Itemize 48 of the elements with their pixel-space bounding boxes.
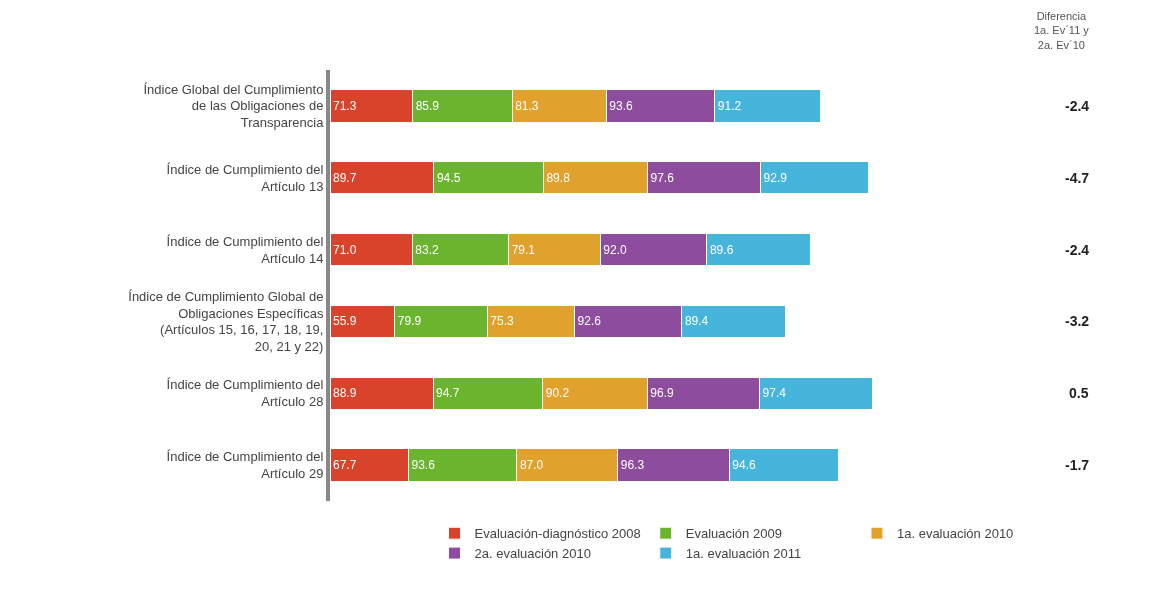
- data-label: 79.1: [511, 242, 536, 257]
- legend-label: Evaluación 2009: [685, 526, 782, 542]
- data-label: 94.7: [436, 386, 460, 401]
- y-tick-label: Índice de Cumplimiento Global de Obligaciones Específicas (Artículos 15, 16, 17, 18, 19, 20, 21 y 22): [128, 288, 324, 355]
- data-label: 89.4: [684, 314, 709, 329]
- data-label: 71.0: [333, 242, 357, 257]
- data-label: 71.3: [333, 98, 357, 113]
- text: 0.5: [1069, 385, 1089, 401]
- data-label: 83.2: [415, 242, 439, 257]
- legend-label: 1a. evaluación 2010: [896, 526, 1014, 542]
- y-tick-label: Índice de Cumplimiento del Artículo 13: [166, 161, 324, 194]
- y-tick-label: Índice de Cumplimiento del Artículo 29: [166, 449, 324, 482]
- data-label: 75.3: [490, 314, 515, 329]
- data-label: 92.0: [603, 242, 628, 257]
- data-label: 94.5: [436, 170, 461, 185]
- data-label: 89.7: [333, 170, 357, 185]
- data-label: 96.9: [650, 386, 674, 401]
- data-label: 91.2: [717, 98, 742, 113]
- data-label: 96.3: [620, 458, 645, 473]
- data-label: 93.6: [411, 458, 436, 473]
- y-tick-label: Índice de Cumplimiento del Artículo 14: [166, 233, 324, 266]
- legend-label: Evaluación-diagnóstico 2008: [474, 526, 641, 542]
- data-label: 55.9: [333, 314, 357, 329]
- data-label: 89.8: [546, 170, 571, 185]
- data-label: 89.6: [709, 242, 734, 257]
- legend-label: 2a. evaluación 2010: [474, 546, 591, 562]
- data-label: 85.9: [415, 98, 440, 113]
- data-label: 97.6: [650, 170, 675, 185]
- y-tick-label: Índice de Cumplimiento del Artículo 28: [166, 377, 324, 410]
- text: -4.7: [1065, 170, 1090, 186]
- data-label: 88.9: [333, 386, 357, 401]
- text: Diferencia 1a. Ev´11 y 2a. Ev´10: [1034, 10, 1090, 51]
- data-label: 97.4: [762, 386, 787, 401]
- text: -2.4: [1065, 242, 1090, 258]
- text: -1.7: [1065, 457, 1090, 473]
- data-label: 93.6: [609, 98, 634, 113]
- text: -3.2: [1065, 313, 1090, 329]
- data-label: 67.7: [333, 458, 357, 473]
- legend-label: 1a. evaluación 2011: [685, 546, 802, 562]
- text: -2.4: [1065, 98, 1090, 114]
- data-label: 81.3: [515, 98, 539, 113]
- data-label: 92.9: [763, 170, 788, 185]
- data-label: 94.6: [732, 458, 756, 473]
- data-label: 90.2: [545, 386, 570, 401]
- data-label: 92.6: [577, 314, 602, 329]
- y-tick-label: Índice Global del Cumplimiento de las Obligaciones de Transparencia: [143, 81, 325, 131]
- data-label: 79.9: [397, 314, 422, 329]
- data-label: 87.0: [519, 458, 544, 473]
